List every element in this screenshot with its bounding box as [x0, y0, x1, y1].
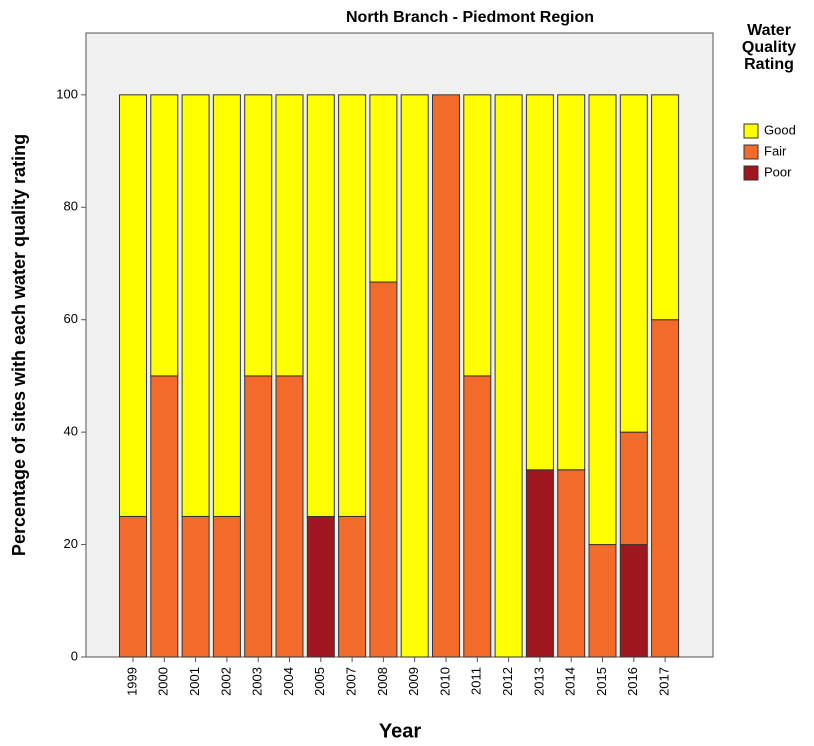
y-tick-label: 60 [64, 311, 78, 326]
bar-segment [150, 375, 179, 658]
bar-segment [400, 94, 429, 658]
y-tick-label: 100 [56, 86, 78, 101]
bar-segment [651, 94, 680, 321]
bar-segment [338, 94, 367, 517]
x-tick-label: 2015 [594, 667, 609, 696]
x-tick-label: 2009 [406, 667, 421, 696]
bar-segment [369, 94, 398, 283]
bar-segment [463, 94, 492, 377]
x-tick-label: 2008 [375, 667, 390, 696]
plot-area [85, 32, 714, 658]
x-tick-label: 2003 [250, 667, 265, 696]
x-tick-label: 2004 [281, 667, 296, 696]
y-tick-label: 0 [71, 648, 78, 663]
bar-segment [306, 515, 335, 658]
bar-segment [557, 94, 586, 471]
x-tick-label: 2013 [531, 667, 546, 696]
legend-swatch [743, 123, 759, 139]
bar-segment [619, 544, 648, 658]
legend-label: Good [764, 122, 796, 137]
x-tick-label: 2000 [156, 667, 171, 696]
bar-segment [588, 94, 617, 546]
x-tick-label: 2014 [563, 667, 578, 696]
bar-segment [275, 375, 304, 658]
bar-segment [494, 94, 523, 658]
bar-segment [525, 94, 554, 471]
bar-segment [338, 515, 367, 658]
bar-segment [369, 281, 398, 658]
bar-segment [432, 94, 460, 658]
bar-segment [557, 469, 586, 658]
x-tick-label: 2010 [437, 667, 452, 696]
bar-segment [244, 375, 273, 658]
legend-swatch [743, 165, 759, 181]
x-tick-label: 2002 [218, 667, 233, 696]
x-tick-label: 2016 [625, 667, 640, 696]
bar-segment [181, 515, 210, 658]
bar-segment [619, 431, 648, 546]
bar-segment [181, 94, 210, 517]
x-tick-label: 2017 [657, 667, 672, 696]
x-axis-title: Year [379, 720, 421, 742]
bar-segment [588, 544, 617, 658]
x-tick-label: 2007 [344, 667, 359, 696]
y-axis-title: Percentage of sites with each water qual… [9, 134, 29, 556]
bar-segment [306, 94, 335, 517]
bar-segment [275, 94, 304, 377]
bar-segment [119, 94, 147, 517]
bar-segment [651, 319, 680, 658]
x-tick-label: 2011 [469, 667, 484, 695]
legend-title: Water Quality Rating [741, 22, 797, 73]
bar-segment [525, 469, 554, 658]
bar-segment [150, 94, 179, 377]
x-tick-label: 2005 [312, 667, 327, 696]
x-tick-label: 2001 [187, 667, 202, 696]
y-tick-label: 40 [64, 424, 78, 439]
bar-segment [212, 94, 241, 517]
y-tick-label: 20 [64, 536, 78, 551]
bar-segment [212, 515, 241, 658]
legend-label: Poor [764, 164, 792, 179]
y-tick-label: 80 [64, 199, 78, 214]
bar-segment [119, 515, 147, 658]
legend-swatch [743, 144, 759, 160]
chart-title: North Branch - Piedmont Region [346, 9, 594, 26]
legend-label: Fair [764, 143, 787, 158]
bar-segment [463, 375, 492, 658]
x-tick-label: 1999 [124, 667, 139, 696]
x-tick-label: 2012 [500, 667, 515, 696]
bar-segment [244, 94, 273, 377]
bar-segment [619, 94, 648, 433]
